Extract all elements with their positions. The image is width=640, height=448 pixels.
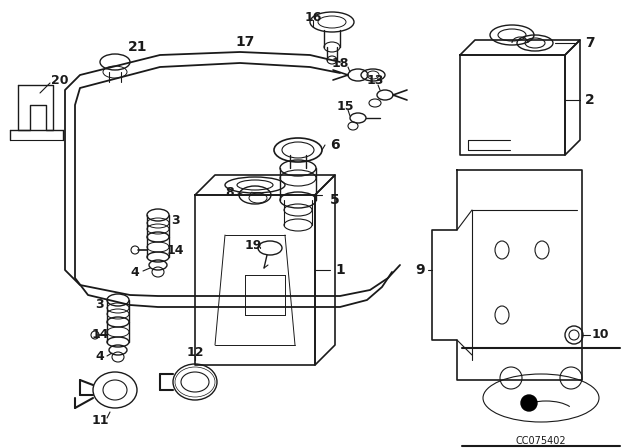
- Text: CC075402: CC075402: [516, 436, 566, 446]
- Text: 6: 6: [330, 138, 340, 152]
- Text: 13: 13: [366, 73, 384, 86]
- Text: 19: 19: [244, 238, 262, 251]
- Text: 1: 1: [335, 263, 345, 277]
- Text: 11: 11: [92, 414, 109, 426]
- Text: 21: 21: [128, 40, 148, 54]
- Circle shape: [521, 395, 537, 411]
- Text: 15: 15: [336, 99, 354, 112]
- Text: 3: 3: [171, 214, 179, 227]
- Text: 20: 20: [51, 73, 68, 86]
- Text: 10: 10: [591, 328, 609, 341]
- Text: 4: 4: [131, 266, 140, 279]
- Text: 4: 4: [95, 350, 104, 363]
- Text: 7: 7: [585, 36, 595, 50]
- Text: 2: 2: [585, 93, 595, 107]
- Text: 18: 18: [332, 56, 349, 69]
- Text: 14: 14: [166, 244, 184, 257]
- Text: 3: 3: [96, 298, 104, 311]
- Text: 14: 14: [92, 328, 109, 341]
- Text: 16: 16: [304, 10, 322, 23]
- Text: 12: 12: [186, 345, 204, 358]
- Text: 9: 9: [415, 263, 425, 277]
- Text: 17: 17: [236, 35, 255, 49]
- Text: 8: 8: [226, 185, 234, 198]
- Text: 5: 5: [330, 193, 340, 207]
